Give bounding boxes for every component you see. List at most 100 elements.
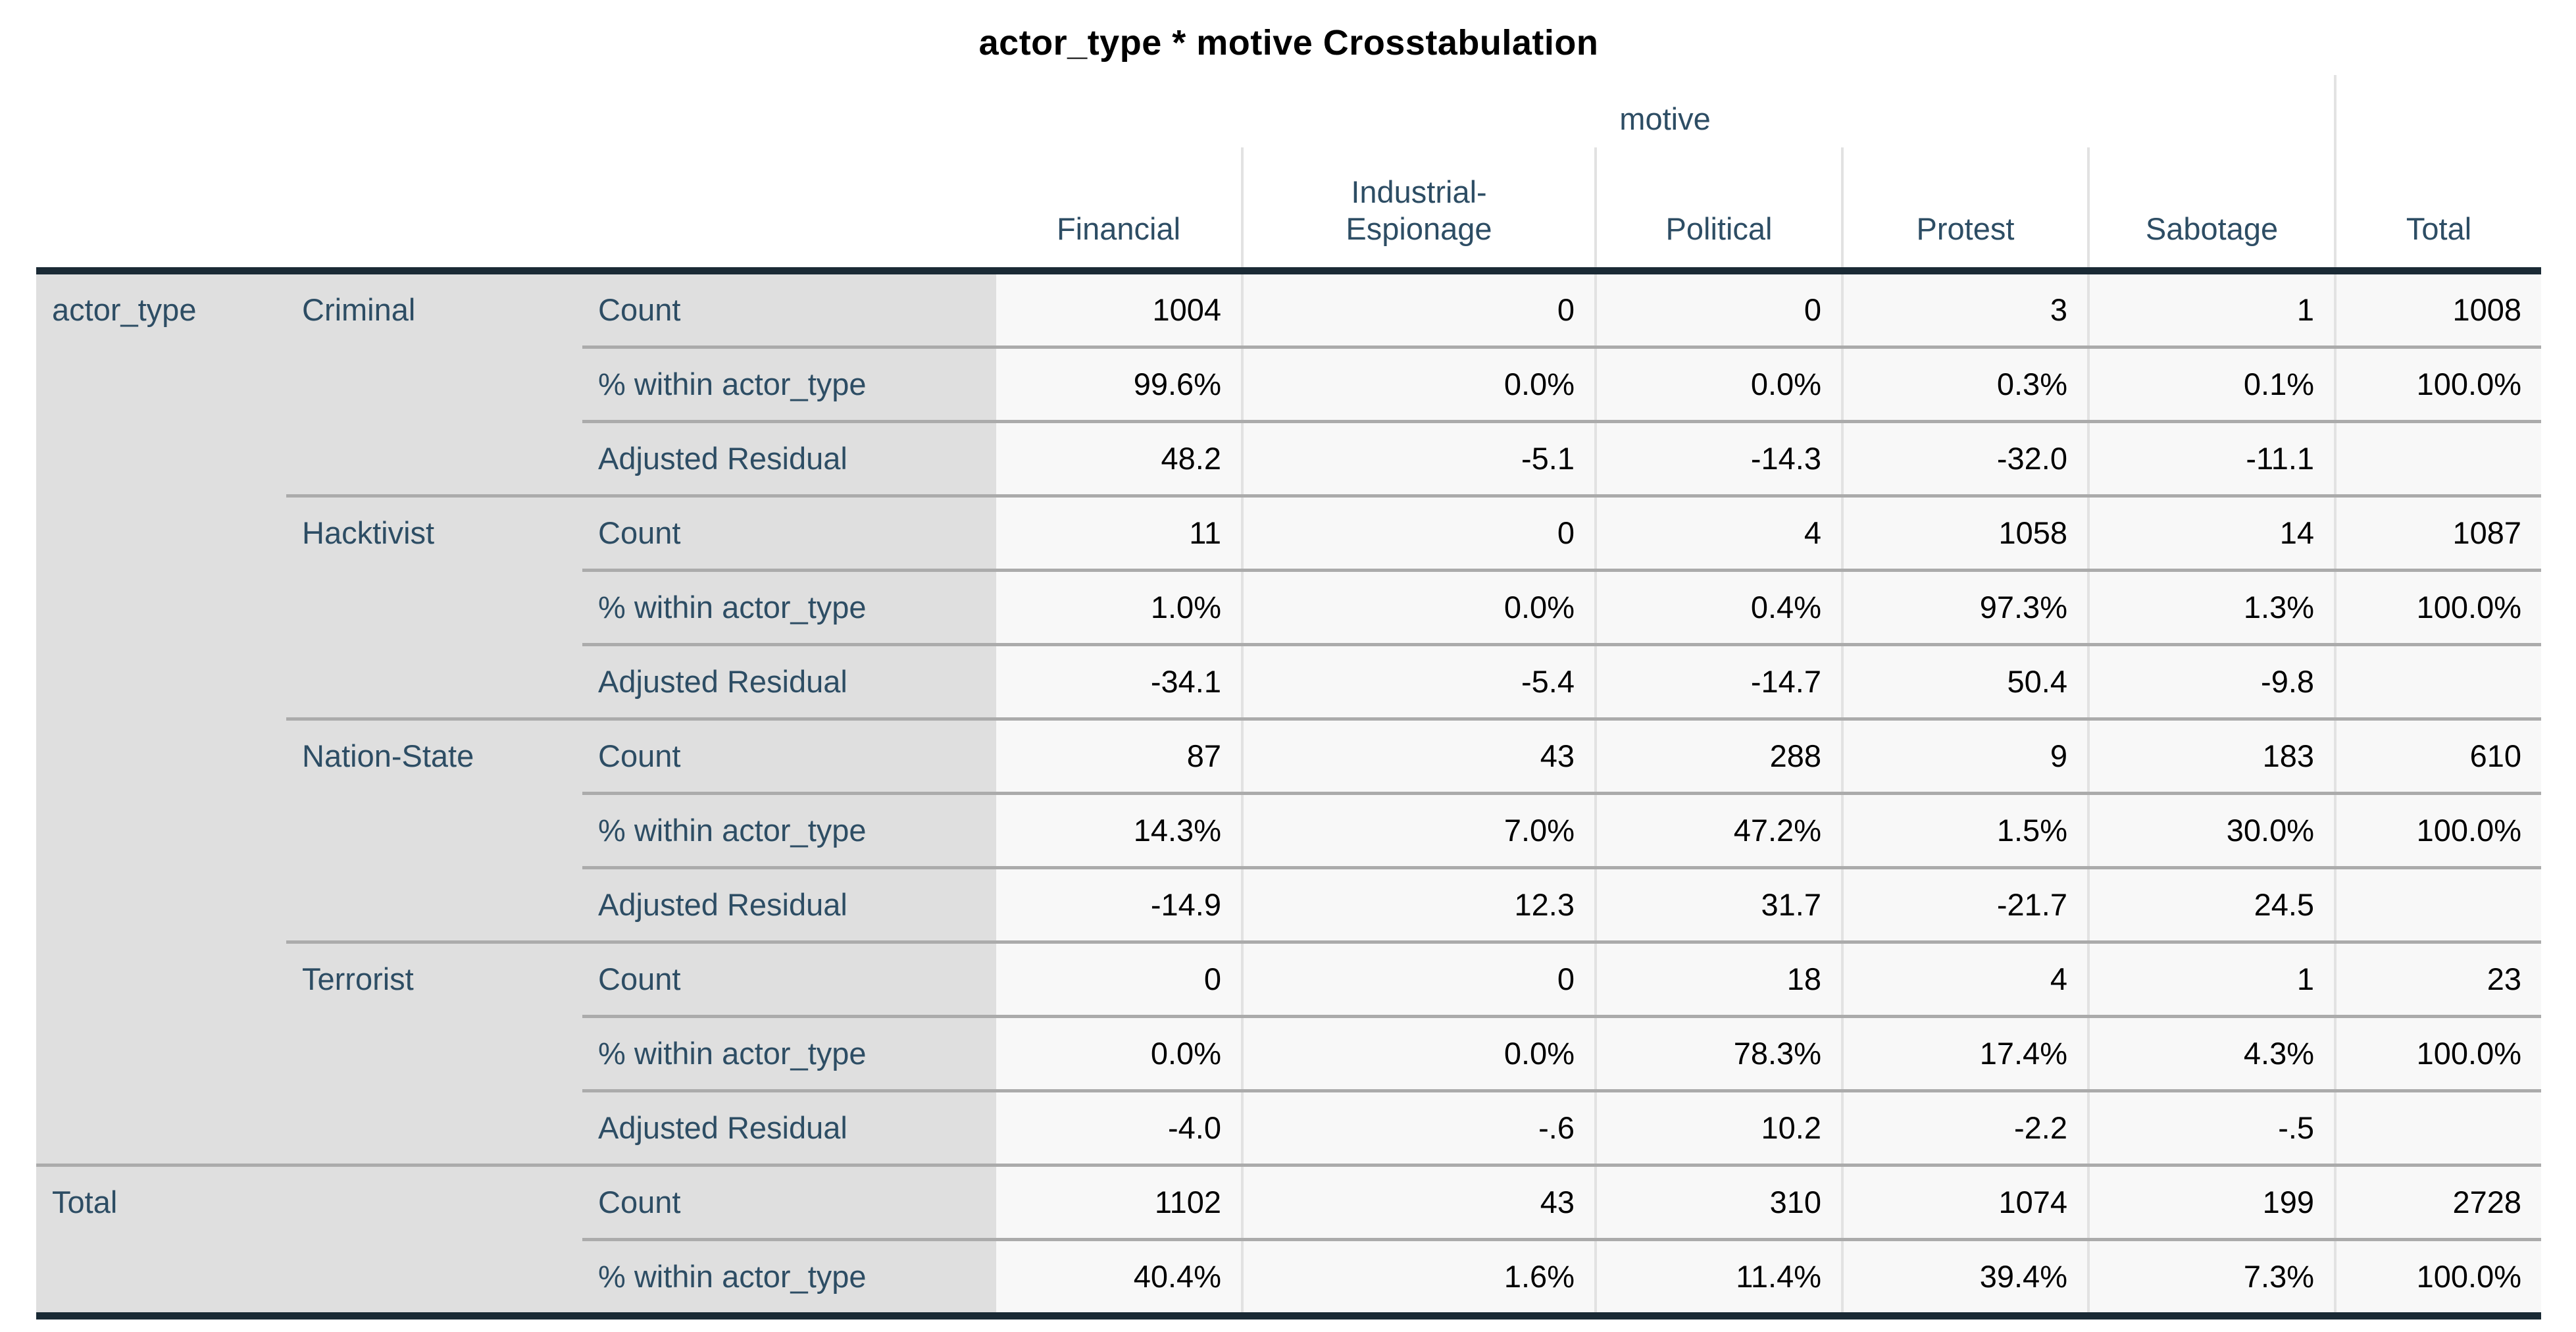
data-cell: -2.2	[1841, 1089, 2088, 1165]
data-cell: 40.4%	[996, 1237, 1242, 1319]
data-cell: 17.4%	[1841, 1014, 2088, 1090]
table-row: actor_type Criminal Count 1004 0 0 3 1 1…	[36, 270, 2542, 1165]
column-dimension-header: motive	[996, 75, 2336, 147]
data-cell: 1008	[2334, 270, 2542, 347]
data-cell: 2728	[2334, 1163, 2542, 1239]
data-cell: 10.2	[1594, 1089, 1842, 1165]
data-cell: 288	[1594, 717, 1842, 793]
data-cell: 0	[996, 940, 1242, 1016]
table-row: % within actor_type 0.0% 0.0% 78.3% 17.4…	[36, 1014, 2542, 1090]
data-cell: -9.8	[2086, 642, 2336, 719]
data-cell: -11.1	[2086, 419, 2336, 496]
data-cell	[2334, 865, 2542, 942]
column-header-political: Political	[1594, 147, 1842, 274]
data-cell: 100.0%	[2334, 1014, 2542, 1090]
data-cell: 23	[2334, 940, 2542, 1016]
data-cell: -32.0	[1841, 419, 2088, 496]
data-cell: 48.2	[996, 419, 1242, 496]
data-cell: 9	[1841, 717, 2088, 793]
header-row-dimension: motive	[36, 75, 2542, 147]
stat-label: Adjusted Residual	[582, 1089, 996, 1165]
data-cell	[2334, 642, 2542, 719]
data-cell: -.5	[2086, 1089, 2336, 1165]
row-total-header: Total	[36, 1163, 582, 1319]
data-cell: 50.4	[1841, 642, 2088, 719]
data-cell: 39.4%	[1841, 1237, 2088, 1319]
row-dimension-header: actor_type	[36, 270, 286, 1165]
data-cell: 99.6%	[996, 345, 1242, 421]
data-cell: 1	[2086, 270, 2336, 347]
data-cell: 0	[1241, 494, 1596, 570]
table-row: % within actor_type 40.4% 1.6% 11.4% 39.…	[36, 1237, 2542, 1319]
table-row: % within actor_type 99.6% 0.0% 0.0% 0.3%…	[36, 345, 2542, 421]
stat-label: % within actor_type	[582, 568, 996, 644]
data-cell: 1	[2086, 940, 2336, 1016]
data-cell: 0.3%	[1841, 345, 2088, 421]
data-cell: 11	[996, 494, 1242, 570]
table-row: Total Count 1102 43 310 1074 199 2728	[36, 1163, 2542, 1319]
data-cell: -5.4	[1241, 642, 1596, 719]
data-cell: 7.3%	[2086, 1237, 2336, 1319]
data-cell: 1074	[1841, 1163, 2088, 1239]
stat-label: Adjusted Residual	[582, 419, 996, 496]
stat-label: Count	[582, 270, 996, 347]
table-row: Adjusted Residual -14.9 12.3 31.7 -21.7 …	[36, 865, 2542, 942]
data-cell	[2334, 419, 2542, 496]
column-header-financial: Financial	[996, 147, 1242, 274]
data-cell: 610	[2334, 717, 2542, 793]
row-category-terrorist: Terrorist	[286, 940, 582, 1165]
data-cell: 14	[2086, 494, 2336, 570]
data-cell: 14.3%	[996, 791, 1242, 867]
total-header-spacer	[2334, 75, 2542, 147]
table-row: Hacktivist Count 11 0 4 1058 14 1087	[36, 494, 2542, 719]
data-cell: 30.0%	[2086, 791, 2336, 867]
stat-label: Adjusted Residual	[582, 865, 996, 942]
table-row: Adjusted Residual -4.0 -.6 10.2 -2.2 -.5	[36, 1089, 2542, 1165]
data-cell: -5.1	[1241, 419, 1596, 496]
data-cell: 24.5	[2086, 865, 2336, 942]
data-cell: 1058	[1841, 494, 2088, 570]
data-cell: 1.0%	[996, 568, 1242, 644]
row-category-hacktivist: Hacktivist	[286, 494, 582, 719]
data-cell: -.6	[1241, 1089, 1596, 1165]
column-header-protest: Protest	[1841, 147, 2088, 274]
data-cell: 43	[1241, 1163, 1596, 1239]
title-bar: actor_type * motive Crosstabulation	[36, 22, 2541, 63]
data-cell: -34.1	[996, 642, 1242, 719]
stat-label: % within actor_type	[582, 791, 996, 867]
data-cell: 97.3%	[1841, 568, 2088, 644]
stat-label: Count	[582, 1163, 996, 1239]
stat-label: Count	[582, 717, 996, 793]
data-cell: -4.0	[996, 1089, 1242, 1165]
data-cell: 47.2%	[1594, 791, 1842, 867]
data-cell	[2334, 1089, 2542, 1165]
data-cell: 87	[996, 717, 1242, 793]
data-cell: 100.0%	[2334, 345, 2542, 421]
data-cell: 4	[1841, 940, 2088, 1016]
data-cell: 3	[1841, 270, 2088, 347]
header-spacer	[36, 75, 996, 147]
data-cell: 0	[1241, 270, 1596, 347]
data-cell: 0	[1241, 940, 1596, 1016]
crosstab-table: motive Financial Industrial-Espionage Po…	[36, 75, 2542, 1319]
stat-label: Adjusted Residual	[582, 642, 996, 719]
data-cell: 78.3%	[1594, 1014, 1842, 1090]
data-cell: 11.4%	[1594, 1237, 1842, 1319]
column-header-label: Industrial-Espionage	[1346, 174, 1492, 246]
data-cell: 18	[1594, 940, 1842, 1016]
row-category-nation-state: Nation-State	[286, 717, 582, 942]
spss-output-page: { "title": "actor_type * motive Crosstab…	[0, 22, 2576, 1332]
data-cell: 43	[1241, 717, 1596, 793]
data-cell: 100.0%	[2334, 791, 2542, 867]
table-title: actor_type * motive Crosstabulation	[978, 23, 1599, 63]
data-cell: 0.0%	[1241, 568, 1596, 644]
data-cell: -14.7	[1594, 642, 1842, 719]
data-cell: 1102	[996, 1163, 1242, 1239]
data-cell: 4.3%	[2086, 1014, 2336, 1090]
data-cell: 1004	[996, 270, 1242, 347]
data-cell: 12.3	[1241, 865, 1596, 942]
data-cell: 0	[1594, 270, 1842, 347]
table-row: Terrorist Count 0 0 18 4 1 23	[36, 940, 2542, 1165]
data-cell: 100.0%	[2334, 1237, 2542, 1319]
row-category-criminal: Criminal	[286, 270, 582, 496]
